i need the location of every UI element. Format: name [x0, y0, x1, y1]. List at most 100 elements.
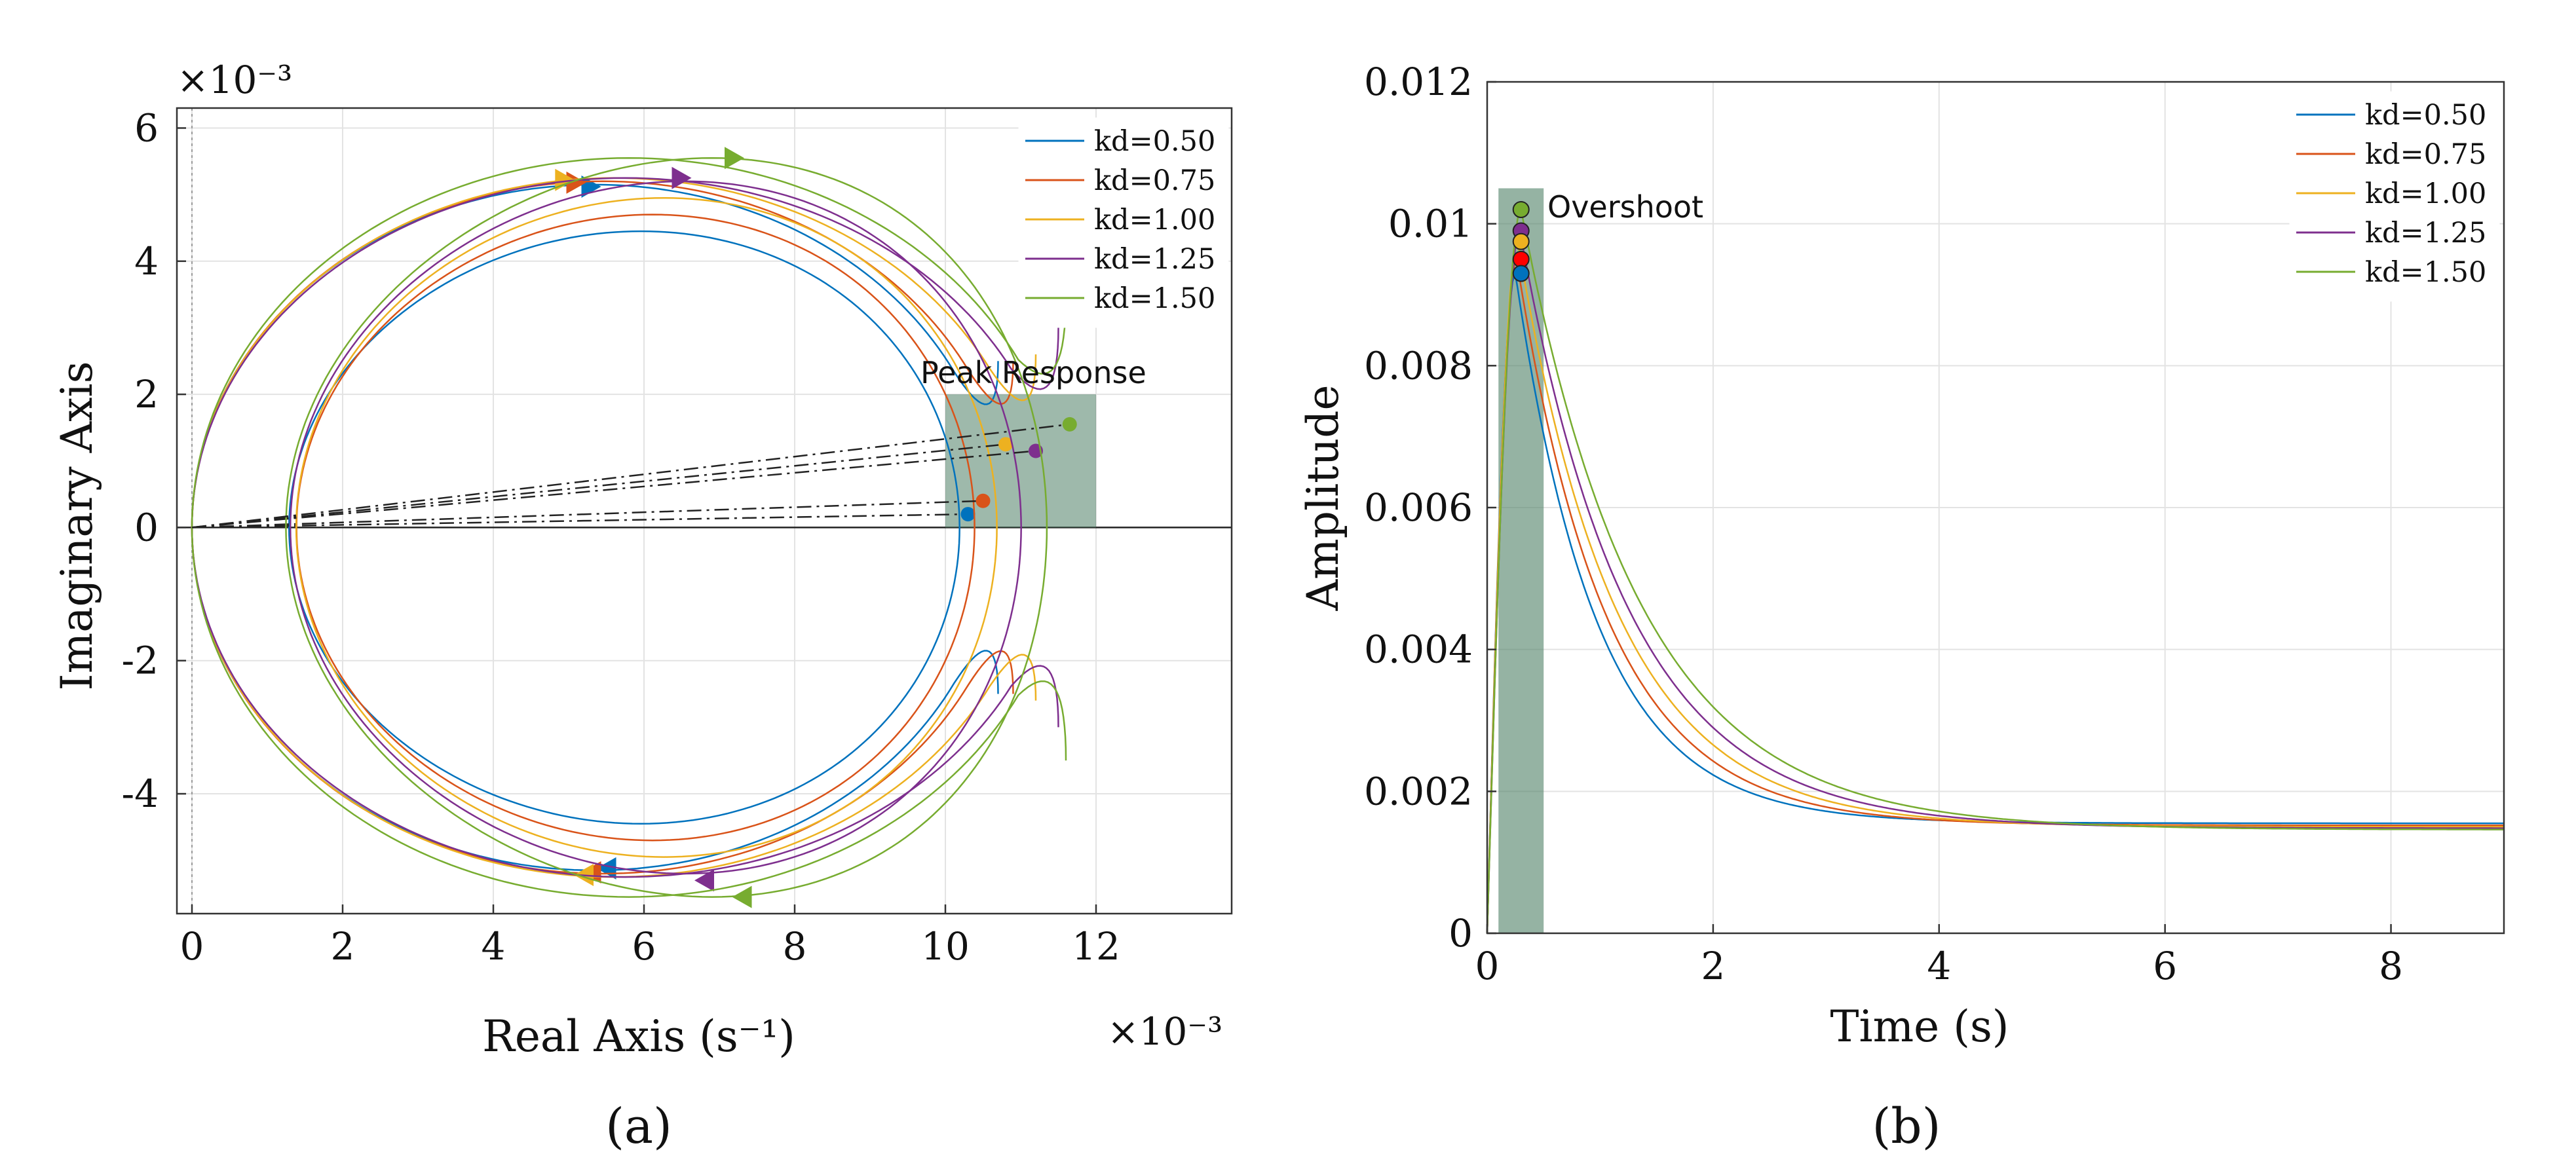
overshoot-marker: [1512, 201, 1530, 218]
legend-label-kd-150: kd=1.50: [2365, 256, 2486, 289]
y-tick-label: 0.01: [1388, 202, 1473, 246]
x-tick-label: 10: [921, 924, 970, 969]
peak-response-annotation: Peak Response: [920, 355, 1146, 390]
arrow-top-kd-150: [725, 147, 744, 170]
peak-line-kd-125: [191, 450, 1036, 529]
x-tick-label: 8: [2379, 944, 2403, 988]
y-tick-label: 2: [134, 372, 159, 417]
step-legend: kd=0.50 kd=0.75 kd=1.00 kd=1.25 kd=1.50: [2289, 91, 2500, 302]
y-tick-label: 0.002: [1364, 769, 1473, 813]
nyquist-legend-box: [1018, 117, 1229, 328]
legend-label-kd-075: kd=0.75: [2365, 138, 2486, 171]
nyquist-series: [191, 147, 1077, 908]
curve-kd-050: [1486, 273, 2504, 934]
arrow-bottom-kd-125: [694, 869, 714, 892]
x-tick-label: 4: [482, 924, 506, 969]
legend-label-kd-125: kd=1.25: [2365, 217, 2486, 250]
x-tick-label: 6: [2153, 944, 2177, 988]
curve-kd-100: [1486, 238, 2504, 934]
nyquist-chart: 0 2 4 6 8 10 12 -4 -2 0 2 4 6 Imaginary Axis Real Ax…: [52, 58, 1233, 1155]
y-tick-label: 4: [134, 239, 159, 284]
peak-line-kd-150: [191, 423, 1070, 529]
y-tick-label: 0.008: [1364, 343, 1473, 388]
arrow-bottom-kd-150: [732, 885, 752, 908]
curve-kd-125: [1486, 231, 2504, 934]
step-y-axis-label: Amplitude: [1298, 384, 1348, 611]
y-tick-label: 0.004: [1364, 627, 1473, 672]
overshoot-marker: [1512, 250, 1530, 268]
peak-marker-kd-050: [960, 507, 975, 522]
curve-kd-075: [1486, 258, 2504, 934]
curve-kd-150: [1486, 207, 2504, 934]
overshoot-marker: [1512, 265, 1530, 282]
loop-inner-kd-100: [295, 196, 998, 858]
peak-line-kd-050: [191, 513, 968, 529]
overshoot-box: [1498, 188, 1544, 933]
series-kd-150: [1486, 207, 2504, 934]
y-tick-label: -2: [122, 639, 159, 683]
overshoot-region: [1498, 188, 1544, 933]
x-tick-label: 6: [632, 924, 656, 969]
panel-label-a: (a): [605, 1098, 672, 1155]
step-response-chart: 0 2 4 6 8 0 0.002 0.004 0.006 0.008 0.01 0.012 Ampl…: [1298, 60, 2505, 1155]
nyquist-axes: 0 2 4 6 8 10 12 -4 -2 0 2 4 6: [122, 105, 1233, 969]
arrow-top-kd-075: [566, 171, 586, 194]
peak-marker-kd-075: [975, 493, 991, 508]
x-tick-label: 0: [180, 924, 204, 969]
x-tick-label: 12: [1072, 924, 1120, 969]
x-tick-label: 8: [783, 924, 807, 969]
loop-outer-top-kd-050: [191, 183, 999, 528]
peak-marker-kd-150: [1062, 417, 1077, 432]
loop-outer-bottom-kd-150: [191, 527, 1067, 898]
legend-label-kd-125: kd=1.25: [1094, 243, 1215, 276]
series-kd-100: [1486, 238, 2504, 934]
series-kd-150: [191, 147, 1077, 908]
panel-label-b: (b): [1872, 1098, 1941, 1155]
overshoot-marker: [1512, 232, 1530, 250]
series-kd-125: [1486, 231, 2504, 934]
y-tick-label: 0.012: [1364, 60, 1473, 104]
loop-outer-bottom-kd-100: [191, 527, 1037, 878]
loop-outer-bottom-kd-050: [191, 527, 999, 872]
legend-label-kd-100: kd=1.00: [2365, 177, 2486, 210]
nyquist-plot-frame: [176, 107, 1233, 915]
y-tick-label: 0: [1449, 911, 1473, 956]
peak-marker-kd-100: [998, 437, 1013, 452]
loop-inner-kd-150: [285, 157, 1048, 898]
legend-label-kd-150: kd=1.50: [1094, 282, 1215, 315]
legend-label-kd-050: kd=0.50: [1094, 125, 1215, 158]
step-axes: 0 2 4 6 8 0 0.002 0.004 0.006 0.008 0.01 0.012: [1364, 60, 2505, 988]
legend-label-kd-075: kd=0.75: [1094, 164, 1215, 197]
nyquist-y-exponent: ×10⁻³: [177, 58, 292, 102]
overshoot-annotation: Overshoot: [1547, 189, 1703, 225]
peak-line-kd-100: [191, 443, 1006, 529]
nyquist-y-axis-label: Imaginary Axis: [52, 362, 102, 691]
arrow-top-kd-125: [672, 166, 692, 189]
series-kd-075: [1486, 258, 2504, 934]
loop-outer-top-kd-100: [191, 177, 1037, 528]
y-tick-label: 6: [134, 105, 159, 150]
x-tick-label: 4: [1927, 944, 1951, 988]
nyquist-x-axis-label: Real Axis (s⁻¹): [482, 1011, 795, 1062]
x-tick-label: 2: [1701, 944, 1725, 988]
y-tick-label: -4: [122, 771, 159, 816]
series-kd-050: [1486, 273, 2504, 934]
loop-outer-top-kd-150: [191, 157, 1067, 528]
step-x-axis-label: Time (s): [1830, 1001, 2009, 1052]
nyquist-x-exponent: ×10⁻³: [1107, 1009, 1222, 1054]
legend-label-kd-100: kd=1.00: [1094, 204, 1215, 236]
step-series: [1486, 201, 2504, 934]
loop-inner-kd-050: [288, 230, 960, 825]
y-tick-label: 0.006: [1364, 485, 1473, 530]
nyquist-legend: kd=0.50 kd=0.75 kd=1.00 kd=1.25 kd=1.50: [1018, 117, 1229, 328]
y-tick-label: 0: [134, 505, 159, 549]
loop-outer-bottom-kd-125: [191, 527, 1059, 878]
peak-line-kd-075: [191, 500, 983, 529]
x-tick-label: 0: [1475, 944, 1500, 988]
loop-outer-top-kd-125: [191, 177, 1059, 528]
step-legend-box: [2289, 91, 2500, 302]
series-kd-125: [191, 166, 1059, 892]
legend-label-kd-050: kd=0.50: [2365, 99, 2486, 132]
x-tick-label: 2: [331, 924, 355, 969]
